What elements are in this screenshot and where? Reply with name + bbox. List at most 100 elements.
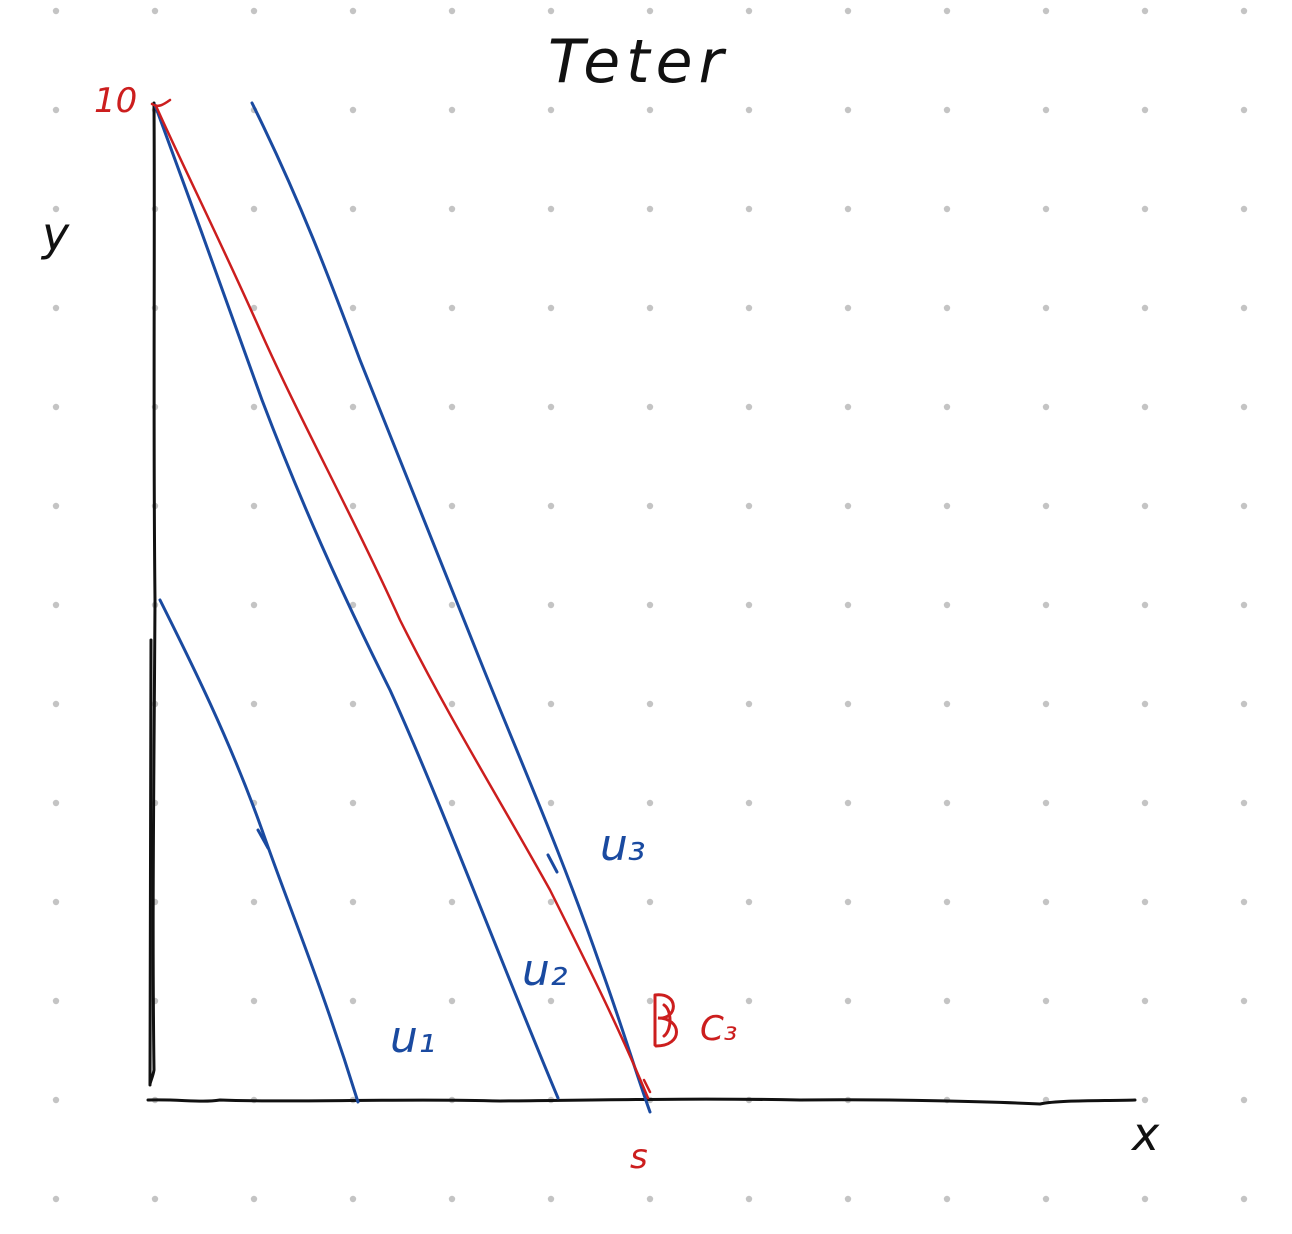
grid-dot <box>646 106 654 114</box>
grid-dot <box>1141 997 1149 1005</box>
grid-dot <box>943 898 951 906</box>
grid-dot <box>646 502 654 510</box>
grid-dot <box>844 898 852 906</box>
grid-dot <box>250 304 258 312</box>
red-lines <box>150 98 652 1100</box>
grid-dot <box>844 799 852 807</box>
grid-dot <box>745 205 753 213</box>
u2-label: u₂ <box>522 945 568 996</box>
grid-dot <box>250 403 258 411</box>
grid-dot <box>1042 601 1050 609</box>
grid-dot <box>745 799 753 807</box>
grid-dot <box>448 502 456 510</box>
grid-dot <box>1240 1096 1248 1104</box>
grid-dot <box>1042 700 1050 708</box>
grid-dot <box>943 205 951 213</box>
grid-dot <box>1240 403 1248 411</box>
scribble-mark <box>653 993 678 1048</box>
grid-dot <box>943 304 951 312</box>
u1-label: u₁ <box>390 1012 436 1063</box>
grid-dot <box>349 1195 357 1203</box>
grid-dot <box>745 106 753 114</box>
grid-dot <box>1141 304 1149 312</box>
grid-dot <box>646 7 654 15</box>
grid-dot <box>448 106 456 114</box>
grid-dot <box>547 799 555 807</box>
grid-dot <box>448 700 456 708</box>
grid-dot <box>646 304 654 312</box>
grid-dot <box>1042 304 1050 312</box>
grid-dot <box>349 205 357 213</box>
grid-dot <box>745 403 753 411</box>
grid-dot <box>1240 7 1248 15</box>
c3-label: C₃ <box>700 1009 737 1049</box>
grid-dot <box>1042 997 1050 1005</box>
grid-dot <box>547 700 555 708</box>
grid-dot <box>844 304 852 312</box>
s-label: s <box>630 1137 648 1177</box>
grid-dot <box>844 106 852 114</box>
grid-dot <box>1240 502 1248 510</box>
y-axis-overstroke <box>148 638 153 1087</box>
grid-dot <box>943 997 951 1005</box>
grid-dot <box>943 106 951 114</box>
grid-dot <box>1141 799 1149 807</box>
grid-dot <box>1141 898 1149 906</box>
grid-dot <box>745 304 753 312</box>
grid-dot <box>844 502 852 510</box>
grid-dot <box>943 700 951 708</box>
grid-dot <box>52 700 60 708</box>
grid-dot <box>646 403 654 411</box>
s-tick <box>642 1078 652 1094</box>
grid-dot <box>448 601 456 609</box>
grid-dot <box>349 997 357 1005</box>
line-u3 <box>250 101 652 1114</box>
grid-dot <box>349 700 357 708</box>
grid-dot <box>547 1195 555 1203</box>
grid-dot <box>745 601 753 609</box>
grid-dot <box>1240 1195 1248 1203</box>
grid-dot <box>448 7 456 15</box>
grid-dot <box>250 205 258 213</box>
grid-dot <box>1042 799 1050 807</box>
y-axis-label: y <box>40 207 70 261</box>
grid-dot <box>1141 403 1149 411</box>
grid-dot <box>448 898 456 906</box>
grid-dot <box>52 898 60 906</box>
grid-dot <box>943 601 951 609</box>
grid-dot <box>646 997 654 1005</box>
grid-dot <box>943 502 951 510</box>
grid-dot <box>745 700 753 708</box>
grid-dot <box>151 1195 159 1203</box>
grid-dot <box>448 205 456 213</box>
grid-dot <box>844 205 852 213</box>
grid-dot <box>745 997 753 1005</box>
grid-dot <box>547 403 555 411</box>
grid-dot <box>52 205 60 213</box>
grid-dot <box>448 304 456 312</box>
grid-dot <box>250 700 258 708</box>
grid-dot <box>448 997 456 1005</box>
grid-dot <box>1042 502 1050 510</box>
grid-dot <box>943 403 951 411</box>
grid-dot <box>844 997 852 1005</box>
grid-dot <box>52 601 60 609</box>
grid-dot <box>844 7 852 15</box>
grid-dot <box>52 106 60 114</box>
grid-dot <box>844 1195 852 1203</box>
grid-dot <box>448 403 456 411</box>
grid-dot <box>1141 1096 1149 1104</box>
origin-tick <box>150 98 172 108</box>
grid-dot <box>250 997 258 1005</box>
blue-lines <box>153 101 652 1114</box>
grid-dot <box>646 898 654 906</box>
grid-dot <box>745 898 753 906</box>
grid-dot <box>448 799 456 807</box>
grid-dot <box>1240 898 1248 906</box>
grid-dot <box>349 601 357 609</box>
origin-value-label: 10 <box>94 81 137 121</box>
grid-dot <box>250 502 258 510</box>
grid-dot <box>844 700 852 708</box>
grid-dot <box>349 898 357 906</box>
line-u1 <box>158 598 360 1104</box>
